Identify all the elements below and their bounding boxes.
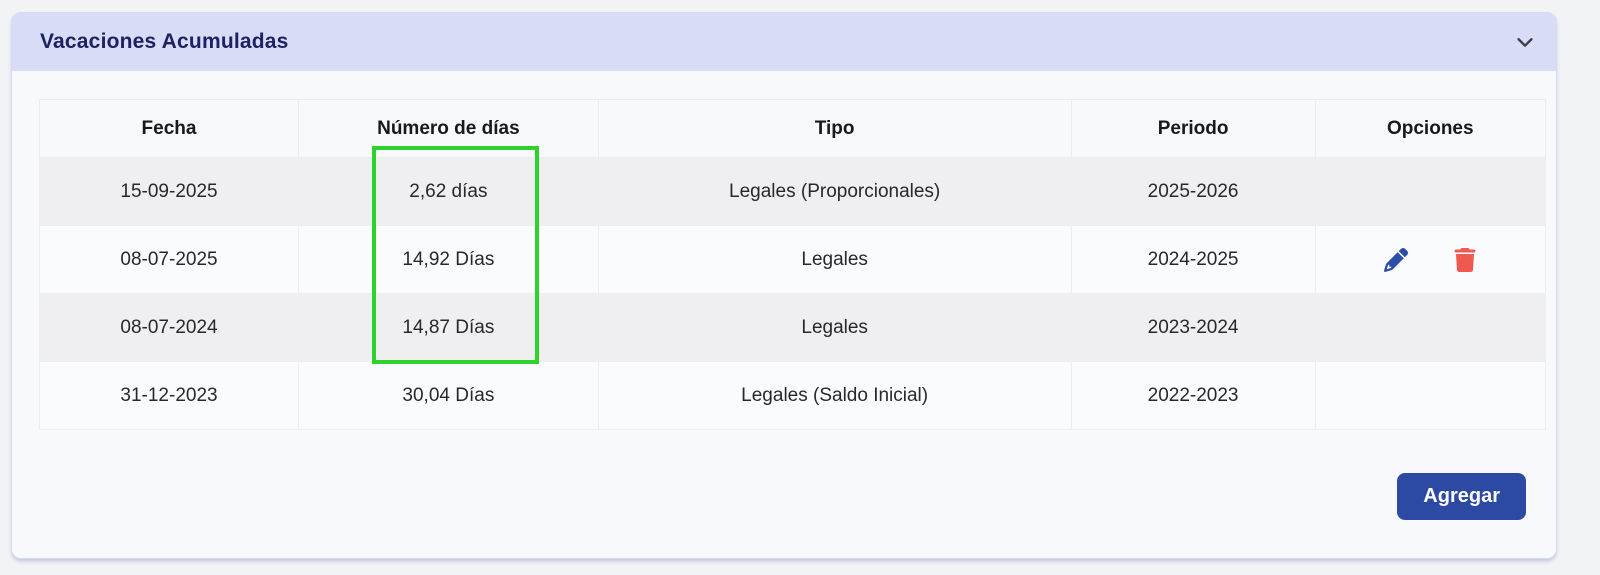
cell-tipo: Legales (Proporcionales) [597,157,1072,226]
edit-button[interactable] [1384,247,1409,272]
panel-header: Vacaciones Acumuladas [12,13,1556,71]
column-header-opciones: Opciones [1314,99,1547,158]
panel-title: Vacaciones Acumuladas [40,30,289,53]
collapse-button[interactable] [1510,27,1540,57]
pencil-icon [1384,247,1409,272]
agregar-button[interactable]: Agregar [1397,473,1526,520]
cell-periodo: 2025-2026 [1070,157,1316,226]
cell-tipo: Legales [597,225,1072,294]
chevron-down-icon [1514,31,1536,53]
table-row: 08-07-2025 14,92 Días Legales 2024-2025 [38,225,1547,294]
table-row: 15-09-2025 2,62 días Legales (Proporcion… [38,157,1547,226]
vacaciones-panel: Vacaciones Acumuladas Fecha Número de dí [11,12,1557,559]
cell-opciones [1314,225,1547,294]
column-header-periodo: Periodo [1070,99,1316,158]
cell-opciones [1314,361,1547,430]
column-header-fecha: Fecha [38,99,300,158]
cell-dias: 30,04 Días [298,361,599,430]
cell-tipo: Legales [597,293,1072,362]
cell-tipo: Legales (Saldo Inicial) [597,361,1072,430]
cell-dias: 2,62 días [298,157,599,226]
cell-dias: 14,87 Días [298,293,599,362]
cell-fecha: 15-09-2025 [38,157,300,226]
cell-periodo: 2022-2023 [1070,361,1316,430]
vacaciones-table: Fecha Número de días Tipo Periodo Opcion… [38,99,1547,430]
cell-opciones [1314,157,1547,226]
cell-fecha: 08-07-2025 [38,225,300,294]
cell-fecha: 08-07-2024 [38,293,300,362]
trash-icon [1454,247,1476,272]
table-header-row: Fecha Número de días Tipo Periodo Opcion… [38,99,1547,158]
table-container: Fecha Número de días Tipo Periodo Opcion… [38,99,1547,430]
cell-periodo: 2023-2024 [1070,293,1316,362]
cell-dias: 14,92 Días [298,225,599,294]
cell-opciones [1314,293,1547,362]
cell-periodo: 2024-2025 [1070,225,1316,294]
table-row: 08-07-2024 14,87 Días Legales 2023-2024 [38,293,1547,362]
column-header-dias: Número de días [298,99,599,158]
cell-fecha: 31-12-2023 [38,361,300,430]
delete-button[interactable] [1454,247,1476,272]
table-row: 31-12-2023 30,04 Días Legales (Saldo Ini… [38,361,1547,430]
column-header-tipo: Tipo [597,99,1072,158]
